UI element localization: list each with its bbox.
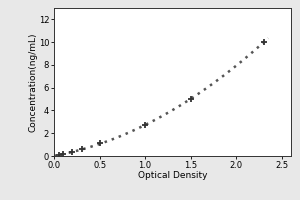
X-axis label: Optical Density: Optical Density	[138, 171, 207, 180]
Y-axis label: Concentration(ng/mL): Concentration(ng/mL)	[28, 32, 37, 132]
